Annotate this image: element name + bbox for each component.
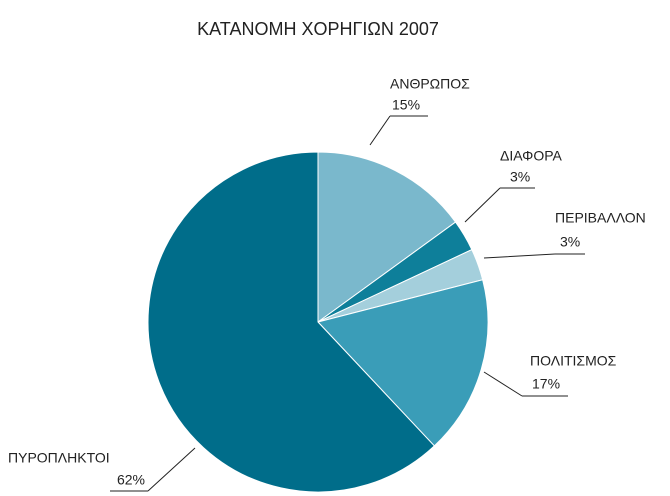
- slice-value-label: 62%: [117, 472, 145, 488]
- slice-value-label: 3%: [560, 234, 580, 250]
- slice-value-label: 15%: [392, 97, 420, 113]
- leader-line: [369, 115, 428, 146]
- leader-line: [110, 447, 196, 492]
- pie-slice: [147, 151, 436, 493]
- slice-label: ΠΥΡΟΠΛΗΚΤΟΙ: [8, 450, 110, 466]
- pie-slice: [317, 151, 457, 323]
- slice-label: ΠΕΡΙΒΑΛΛΟΝ: [555, 210, 646, 226]
- chart-title: ΚΑΤΑΝΟΜΗ ΧΟΡΗΓΙΩΝ 2007: [197, 19, 439, 39]
- pie-slice: [317, 279, 489, 447]
- slice-value-label: 17%: [532, 376, 560, 392]
- slice-value-label: 3%: [510, 169, 530, 185]
- leader-line: [483, 253, 585, 259]
- slice-label: ΑΝΘΡΩΠΟΣ: [390, 76, 470, 92]
- leader-line: [483, 371, 568, 397]
- slice-label: ΠΟΛΙΤΙΣΜΟΣ: [530, 353, 617, 369]
- leader-line: [464, 187, 535, 223]
- slice-label: ΔΙΑΦΟΡΑ: [500, 148, 563, 164]
